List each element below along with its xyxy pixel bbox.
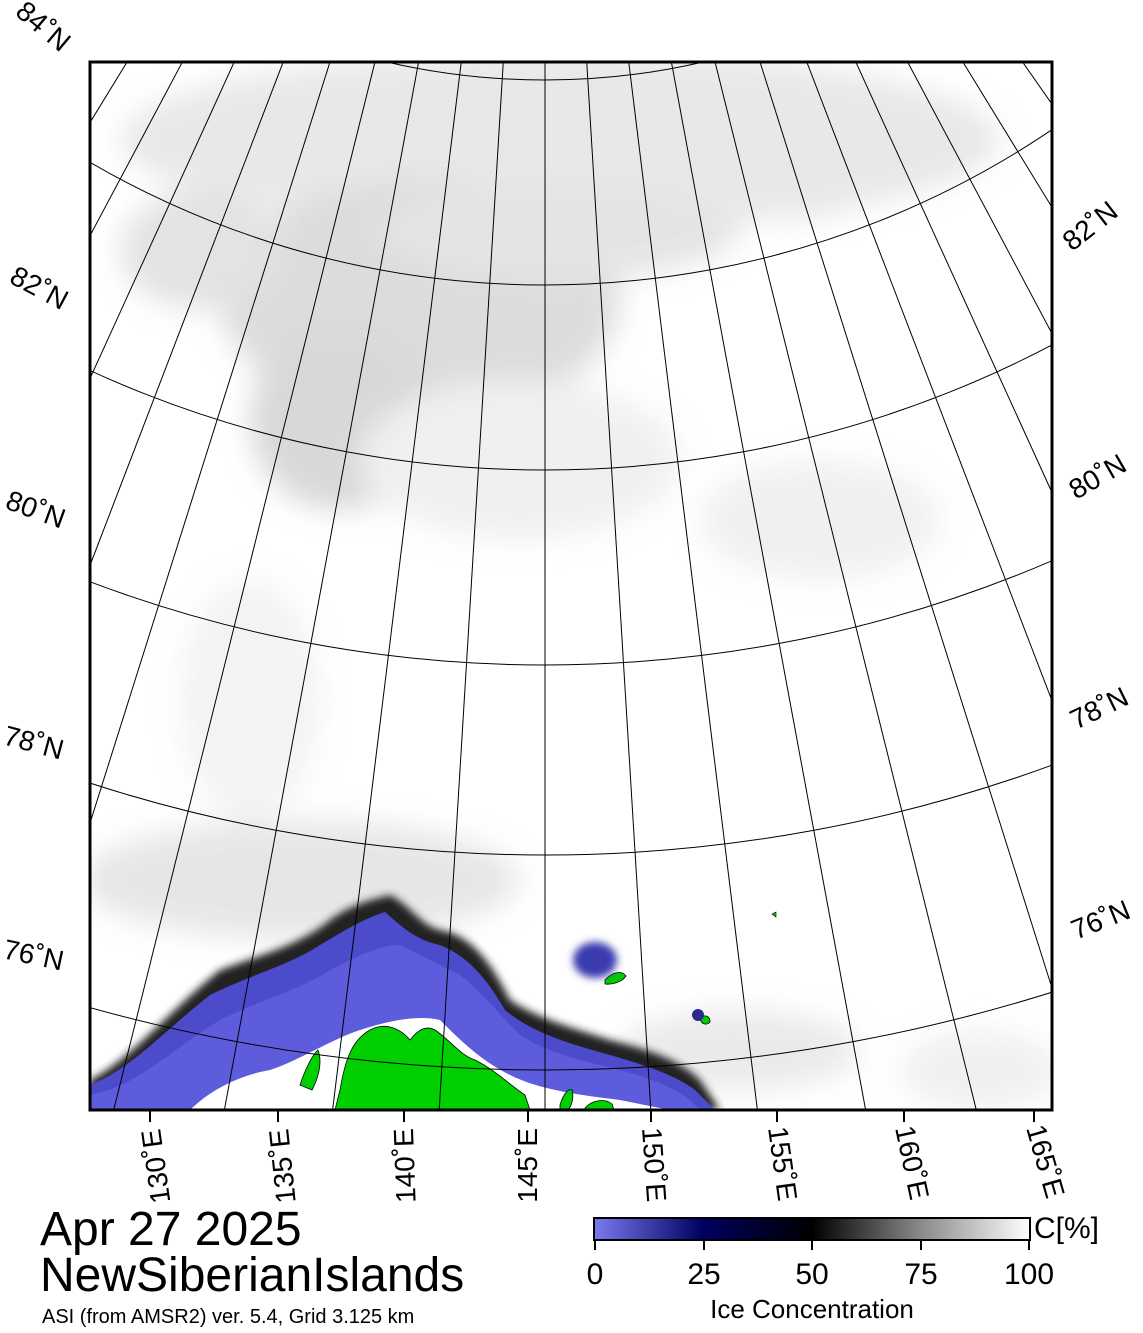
- lon-label-140: 140˚E: [388, 1128, 422, 1204]
- lon-label-155: 155˚E: [762, 1125, 803, 1203]
- pack-ice-texture: [90, 62, 1052, 1110]
- colorbar-tick-100: 100: [1003, 1258, 1055, 1291]
- belkovsky-island: [299, 1049, 321, 1091]
- map-date: Apr 27 2025: [40, 1203, 302, 1256]
- lat-label-left-80: 80˚N: [2, 485, 70, 535]
- kotelny-island: [334, 1026, 531, 1110]
- meridian-line: [714, 62, 977, 1110]
- meridian-line: [670, 62, 867, 1110]
- meridian-line: [223, 62, 420, 1110]
- meridian-line: [332, 62, 462, 1110]
- meridian-line: [90, 62, 183, 237]
- region-name: NewSiberianIslands: [40, 1249, 465, 1302]
- colorbar: [593, 1217, 1031, 1241]
- lon-label-135: 135˚E: [263, 1127, 302, 1205]
- meridian-line: [586, 62, 652, 1110]
- lon-label-130: 130˚E: [135, 1127, 176, 1205]
- meridian-line: [438, 62, 504, 1110]
- map-frame: [88, 60, 1054, 1112]
- lon-label-165: 165˚E: [1020, 1121, 1070, 1201]
- meridian-line: [90, 62, 331, 825]
- colorbar-unit: C[%]: [1034, 1212, 1100, 1245]
- colorbar-tick-75: 75: [904, 1258, 938, 1291]
- colorbar-tick-50: 50: [795, 1258, 829, 1291]
- colorbar-tick-0: 0: [586, 1258, 604, 1291]
- lat-label-right-80: 80˚N: [1064, 448, 1132, 505]
- colorbar-title: Ice Concentration: [710, 1294, 914, 1324]
- meridian-line: [113, 62, 376, 1110]
- meridian-line: [90, 62, 235, 380]
- lat-label-left-82: 82˚N: [5, 260, 73, 316]
- meridian-line: [90, 62, 284, 567]
- lat-label-right-78: 78˚N: [1065, 681, 1133, 735]
- lon-label-145: 145˚E: [512, 1128, 543, 1203]
- bennett-island: [771, 911, 777, 918]
- colorbar-tick-25: 25: [687, 1258, 721, 1291]
- meridian-line: [628, 62, 758, 1110]
- colorbar-ticks: [594, 1240, 1030, 1250]
- lat-label-right-76: 76˚N: [1067, 894, 1135, 945]
- lat-label-left-78: 78˚N: [0, 720, 67, 766]
- meridian-line: [907, 62, 1052, 335]
- lon-label-150: 150˚E: [636, 1126, 672, 1203]
- longitude-ticks: [149, 1110, 1035, 1122]
- data-source: ASI (from AMSR2) ver. 5.4, Grid 3.125 km: [42, 1306, 415, 1328]
- lon-label-160: 160˚E: [889, 1123, 935, 1203]
- meridian-line: [759, 62, 1052, 990]
- meridian-line: [806, 62, 1052, 703]
- ice-patch-henrietta: [692, 1009, 704, 1021]
- lat-label-left-84: 84˚N: [10, 0, 76, 58]
- lat-label-left-76: 76˚N: [1, 934, 67, 977]
- ice-patch-jeannette: [573, 942, 617, 978]
- meridian-line: [855, 62, 1052, 494]
- jeannette-island: [604, 972, 627, 985]
- lat-label-right-82: 82˚N: [1057, 195, 1124, 257]
